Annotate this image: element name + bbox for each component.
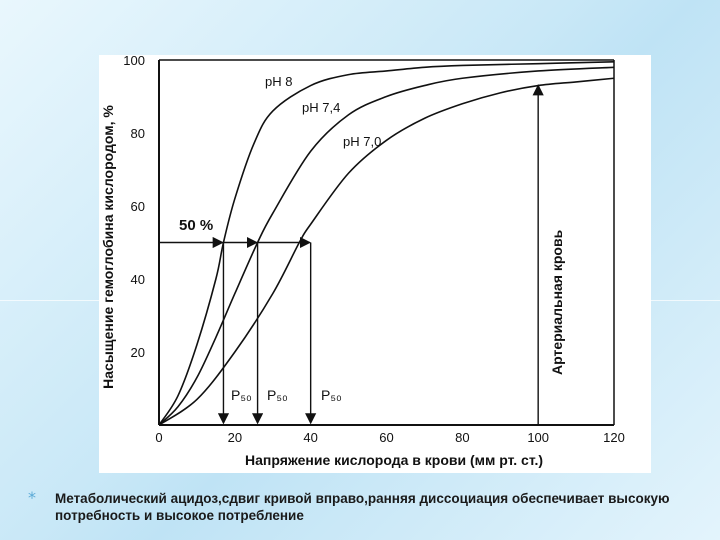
y-tick-80: 80: [131, 126, 145, 141]
fifty-percent-label: 50 %: [179, 217, 213, 234]
x-tick-60: 60: [379, 430, 393, 445]
curves: [158, 61, 615, 426]
x-axis-label: Напряжение кислорода в крови (мм рт. ст.…: [245, 452, 543, 468]
series-line-1: [158, 66, 615, 426]
y-tick-40: 40: [131, 272, 145, 287]
x-tick-20: 20: [228, 430, 242, 445]
x-tick-80: 80: [455, 430, 469, 445]
y-tick-60: 60: [131, 199, 145, 214]
x-tick-100: 100: [527, 430, 549, 445]
chart-card: 0 20 40 60 80 100 120 20 40 60 80 100 pH 8 pH 7,4 …: [99, 53, 651, 473]
x-tick-40: 40: [303, 430, 317, 445]
p50-guides: [159, 236, 317, 425]
series-line-0: [158, 61, 615, 426]
bullet-marker: *: [28, 488, 36, 507]
series-label-ph70: pH 7,0: [343, 134, 381, 149]
x-tick-labels: 0 20 40 60 80 100 120: [155, 430, 624, 445]
p50-label-3: P₅₀: [321, 387, 342, 403]
y-axis-label: Насыщение гемоглобина кислородом, %: [100, 105, 116, 389]
p50-label-2: P₅₀: [267, 387, 288, 403]
series-label-ph74: pH 7,4: [302, 100, 340, 115]
y-tick-labels: 20 40 60 80 100: [123, 53, 145, 360]
y-tick-20: 20: [131, 345, 145, 360]
series-line-2: [158, 77, 615, 426]
arterial-label: Артериальная кровь: [549, 229, 565, 375]
slide-caption: Метаболический ацидоз,сдвиг кривой вправ…: [55, 491, 670, 523]
x-tick-0: 0: [155, 430, 162, 445]
series-label-ph8: pH 8: [265, 74, 292, 89]
p50-label-1: P₅₀: [231, 387, 252, 403]
y-tick-100: 100: [123, 55, 145, 68]
x-tick-120: 120: [603, 430, 625, 445]
